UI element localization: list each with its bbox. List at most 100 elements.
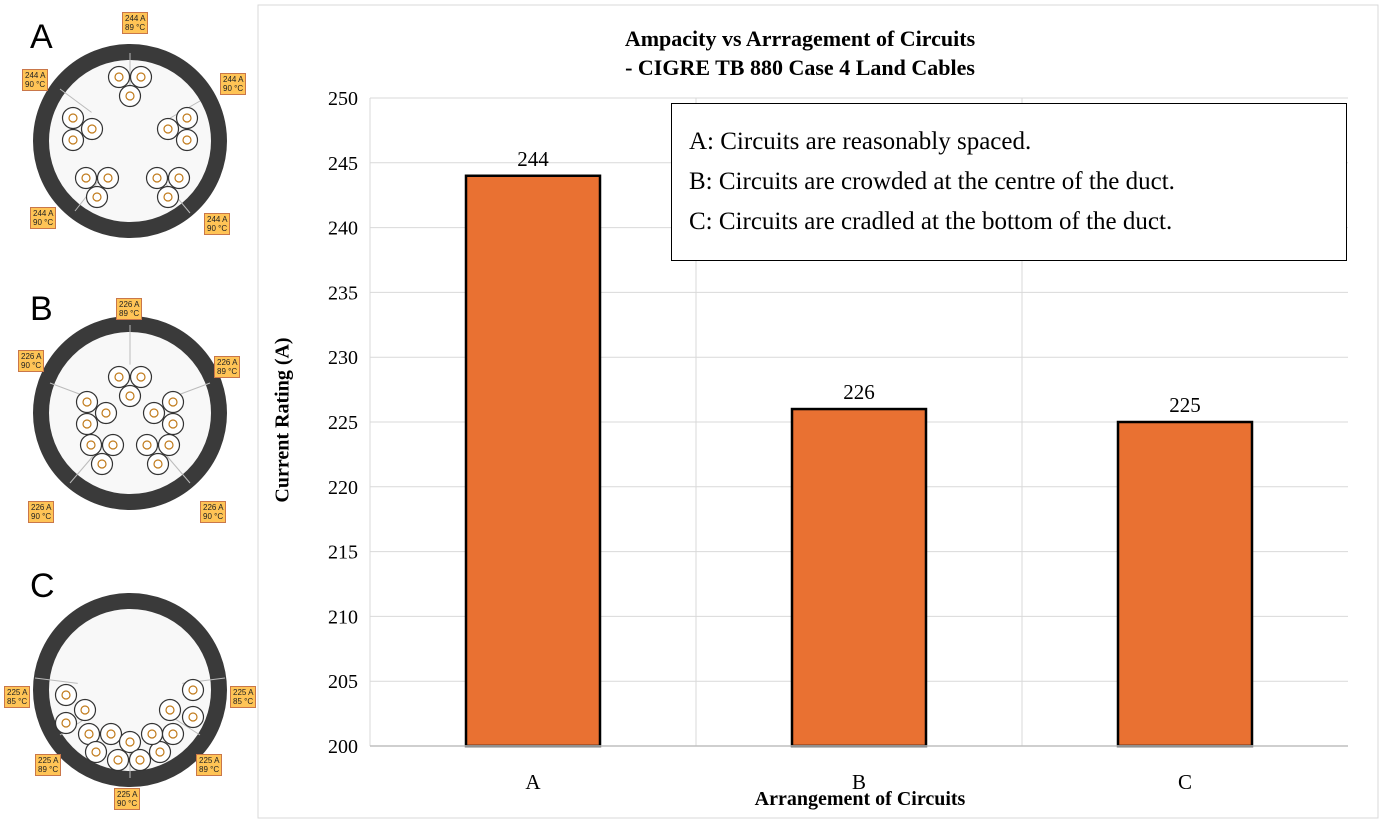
rating-label: 225 A 85 °C — [4, 686, 31, 708]
cable-conductor — [125, 391, 135, 401]
diagram-letter-B: B — [30, 290, 53, 328]
cable-conductor — [135, 755, 145, 765]
cable-conductor — [68, 113, 78, 123]
cable-conductor — [80, 705, 90, 715]
leader-line — [34, 677, 78, 684]
bar-B — [790, 407, 928, 748]
rating-temperature: 90 °C — [203, 512, 224, 521]
bar-A — [464, 174, 602, 748]
rating-current: 226 A — [119, 300, 140, 309]
cable-conductor — [61, 718, 71, 728]
rating-current: 244 A — [33, 209, 54, 218]
x-axis-label: Arrangement of Circuits — [754, 788, 966, 810]
rating-current: 244 A — [125, 14, 146, 23]
cable-conductor — [84, 729, 94, 739]
annotation-a: A: Circuits are reasonably spaced. — [689, 128, 1032, 155]
y-tick-label: 225 — [328, 412, 358, 434]
cable-conductor — [61, 690, 71, 700]
rating-temperature: 90 °C — [223, 84, 244, 93]
cable-conductor — [142, 440, 152, 450]
x-tick-label-A: A — [525, 770, 541, 794]
rating-label: 244 A 90 °C — [220, 73, 247, 95]
rating-current: 244 A — [207, 215, 228, 224]
rating-current: 226 A — [203, 503, 224, 512]
cable-conductor — [125, 737, 135, 747]
rating-current: 225 A — [233, 688, 254, 697]
bar-C — [1116, 420, 1254, 748]
y-tick-label: 250 — [328, 88, 358, 110]
cable-conductor — [68, 135, 78, 145]
rating-current: 244 A — [223, 75, 244, 84]
rating-current: 225 A — [7, 688, 28, 697]
y-tick-label: 205 — [328, 671, 358, 693]
x-tick-label-C: C — [1178, 770, 1192, 794]
rating-label: 226 A 89 °C — [214, 356, 241, 378]
rating-temperature: 90 °C — [207, 224, 228, 233]
rating-label: 244 A 90 °C — [22, 69, 49, 91]
cable-conductor — [113, 755, 123, 765]
cable-conductor — [81, 173, 91, 183]
diagram-letter-C: C — [30, 567, 55, 605]
annotation-box: A: Circuits are reasonably spaced. B: Ci… — [671, 103, 1347, 261]
y-tick-label: 220 — [328, 477, 358, 499]
rating-temperature: 89 °C — [119, 309, 140, 318]
rating-temperature: 90 °C — [21, 361, 42, 370]
cable-conductor — [188, 685, 198, 695]
cable-conductor — [136, 372, 146, 382]
cable-conductor — [152, 173, 162, 183]
rating-label: 225 A 89 °C — [196, 754, 223, 776]
cable-conductor — [86, 440, 96, 450]
chart-frame — [257, 4, 1379, 819]
rating-temperature: 89 °C — [38, 765, 59, 774]
cable-conductor — [163, 124, 173, 134]
rating-current: 225 A — [38, 756, 59, 765]
rating-label: 244 A 90 °C — [30, 207, 57, 229]
cable-conductor — [103, 173, 113, 183]
cable-conductor — [174, 173, 184, 183]
cable-conductor — [168, 729, 178, 739]
y-axis-label: Current Rating (A) — [271, 337, 294, 503]
chart-subtitle: - CIGRE TB 880 Case 4 Land Cables — [625, 55, 975, 80]
rating-label: 225 A 85 °C — [230, 686, 257, 708]
rating-temperature: 90 °C — [31, 512, 52, 521]
cable-conductor — [168, 419, 178, 429]
cable-conductor — [153, 459, 163, 469]
rating-temperature: 89 °C — [125, 23, 146, 32]
cable-conductor — [82, 397, 92, 407]
rating-current: 226 A — [21, 352, 42, 361]
rating-current: 225 A — [117, 790, 138, 799]
rating-label: 244 A 90 °C — [204, 213, 231, 235]
cable-conductor — [97, 459, 107, 469]
y-tick-label: 235 — [328, 282, 358, 304]
cable-conductor — [82, 419, 92, 429]
x-tick-label-B: B — [852, 770, 866, 794]
rating-label: 226 A 90 °C — [28, 501, 55, 523]
cable-conductor — [168, 397, 178, 407]
rating-temperature: 90 °C — [117, 799, 138, 808]
cable-conductor — [149, 408, 159, 418]
cable-conductor — [155, 747, 165, 757]
data-label-C: 225 — [1169, 393, 1201, 417]
annotation-c: C: Circuits are cradled at the bottom of… — [689, 208, 1173, 235]
chart-title-line1: Ampacity vs Arrragement of Circuits — [624, 26, 976, 51]
y-tick-label: 200 — [328, 736, 358, 758]
rating-temperature: 85 °C — [7, 697, 28, 706]
cable-conductor — [136, 72, 146, 82]
rating-current: 244 A — [25, 71, 46, 80]
rating-label: 244 A 89 °C — [122, 12, 149, 34]
cable-conductor — [165, 705, 175, 715]
chart-title: Ampacity vs Arrragement of Circuits - CI… — [470, 24, 1130, 82]
rating-label: 225 A 89 °C — [35, 754, 62, 776]
cable-conductor — [182, 113, 192, 123]
rating-current: 226 A — [217, 358, 238, 367]
leader-line — [162, 451, 191, 484]
y-tick-label: 210 — [328, 606, 358, 628]
rating-label: 225 A 90 °C — [114, 788, 141, 810]
rating-temperature: 89 °C — [199, 765, 220, 774]
cable-arrangement-diagrams — [33, 44, 227, 787]
cable-conductor — [92, 192, 102, 202]
cable-conductor — [114, 72, 124, 82]
y-tick-label: 245 — [328, 153, 358, 175]
y-tick-label: 240 — [328, 218, 358, 240]
